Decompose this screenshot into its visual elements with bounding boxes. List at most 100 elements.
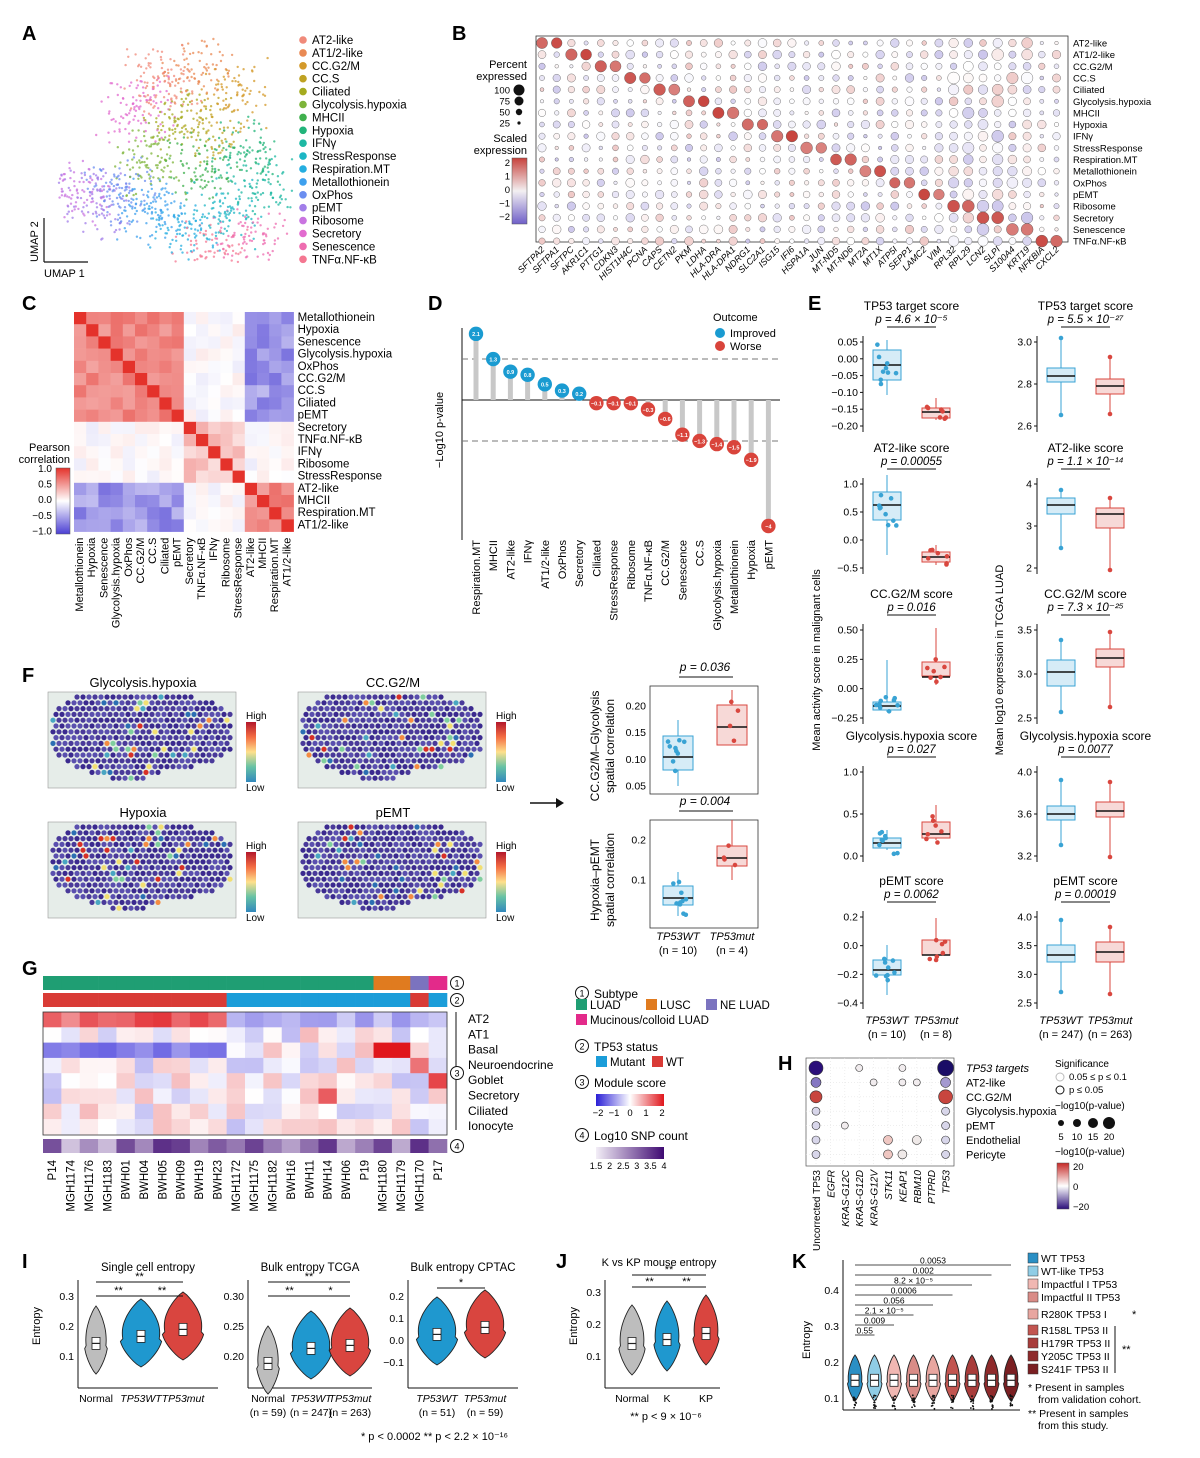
umap-point xyxy=(197,131,200,134)
spatial-spot xyxy=(116,870,122,877)
umap-point xyxy=(181,44,184,47)
module-cell xyxy=(300,1088,319,1105)
spatial-spot xyxy=(104,847,110,853)
heat-cell xyxy=(98,495,111,508)
umap-point xyxy=(141,160,144,164)
module-cell xyxy=(318,1027,338,1043)
umap-point xyxy=(223,251,226,254)
spatial-spot xyxy=(309,865,315,871)
umap-point xyxy=(81,189,84,192)
f-pvalue: p = 0.036 xyxy=(679,660,731,674)
spatial-spot xyxy=(351,711,357,718)
umap-point xyxy=(259,157,262,160)
h-size-dot xyxy=(1058,1120,1064,1126)
umap-point xyxy=(160,128,163,132)
spatial-spot xyxy=(179,841,185,848)
dotplot-dot xyxy=(714,97,723,105)
spatial-spot xyxy=(110,859,116,865)
heat-cell xyxy=(220,446,233,459)
spatial-spot xyxy=(59,723,65,729)
legend-swatch xyxy=(299,178,307,186)
e-tick-label: 4.0 xyxy=(1017,912,1032,924)
d-point-label: −1.5 xyxy=(729,446,740,452)
heat-cell xyxy=(110,385,124,398)
dotplot-dot xyxy=(818,110,824,116)
dotplot-dot xyxy=(802,62,811,71)
dotplot-dot xyxy=(1022,177,1033,188)
box xyxy=(1095,507,1125,529)
umap-point xyxy=(225,91,228,95)
spatial-spot xyxy=(405,876,411,882)
umap-point xyxy=(100,177,103,181)
umap-point xyxy=(147,243,150,246)
dotplot-dot xyxy=(963,38,973,48)
status-cell xyxy=(208,993,227,1007)
data-point xyxy=(886,709,892,714)
dotplot-dot xyxy=(919,236,929,246)
umap-point xyxy=(66,205,70,208)
umap-point xyxy=(224,103,228,107)
spatial-spot xyxy=(420,870,426,877)
dotplot-dot xyxy=(655,189,665,200)
dotplot-dot xyxy=(1038,86,1046,94)
umap-point xyxy=(139,75,143,78)
spatial-spot xyxy=(426,824,432,830)
umap-point xyxy=(247,115,250,119)
heat-cell xyxy=(232,507,246,520)
spatial-spot xyxy=(56,847,62,853)
dotplot-dot xyxy=(1053,180,1060,186)
umap-point xyxy=(100,189,104,193)
umap-point xyxy=(245,169,248,173)
spatial-spot xyxy=(336,847,342,853)
heat-cell xyxy=(183,409,197,423)
umap-point xyxy=(209,108,212,112)
e-tick-label: 0.25 xyxy=(838,654,859,666)
umap-point xyxy=(237,150,240,154)
spatial-spot xyxy=(468,870,474,877)
module-cell xyxy=(116,1012,136,1028)
spatial-spot xyxy=(86,729,92,735)
umap-point xyxy=(179,248,182,251)
spatial-spot xyxy=(315,888,321,894)
dotplot-dot xyxy=(699,201,709,211)
legend-swatch xyxy=(299,62,307,70)
spatial-spot xyxy=(342,882,348,888)
heat-cell xyxy=(208,421,221,435)
spatial-spot xyxy=(432,694,438,700)
spatial-spot xyxy=(345,711,351,718)
module-cell xyxy=(245,1027,264,1043)
module-cell xyxy=(318,1057,338,1074)
umap-point xyxy=(128,203,131,206)
umap-point xyxy=(187,258,190,261)
umap-point xyxy=(243,159,246,163)
spatial-spot xyxy=(330,894,336,900)
spatial-spot xyxy=(363,735,369,741)
umap-point xyxy=(200,88,203,91)
module-cell xyxy=(134,1057,154,1074)
spatial-spot xyxy=(396,870,402,877)
dotplot-dot xyxy=(712,107,725,119)
spatial-spot xyxy=(342,836,348,842)
data-point xyxy=(938,674,943,680)
dotplot-dot xyxy=(905,237,914,245)
spatial-spot xyxy=(179,888,185,894)
umap-point xyxy=(191,92,194,95)
spatial-spot xyxy=(327,876,333,882)
data-point xyxy=(884,361,890,366)
umap-point xyxy=(142,71,146,75)
spatial-spot xyxy=(450,729,456,735)
sample-label: BWH16 xyxy=(286,1160,298,1200)
spatial-spot xyxy=(372,717,378,723)
heat-cell xyxy=(208,482,221,496)
umap-point xyxy=(157,195,161,198)
spatial-spot xyxy=(77,723,83,729)
heat-cell xyxy=(183,373,197,386)
spatial-spot xyxy=(444,859,450,865)
data-point xyxy=(1058,637,1064,643)
umap-point xyxy=(124,113,128,116)
spatial-spot xyxy=(333,735,339,741)
spatial-spot xyxy=(164,706,170,712)
spatial-spot xyxy=(390,870,396,877)
dotplot-dot xyxy=(686,203,692,209)
